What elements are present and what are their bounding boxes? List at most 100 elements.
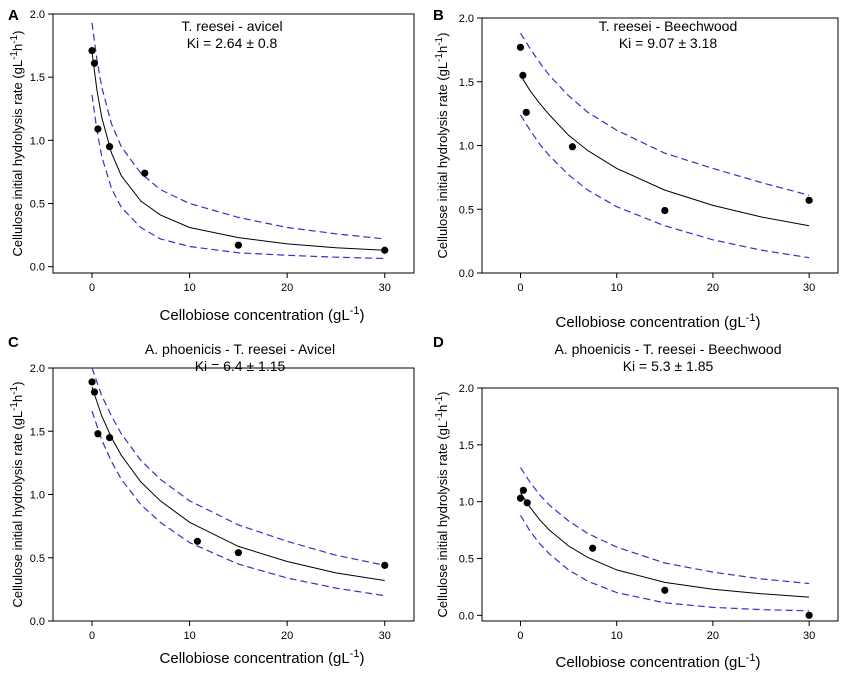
chart-panel-b: 0 10 20 30 0.0 0.5 1.0 1.5 2.0 B T. reesei - Beech… (433, 7, 839, 331)
ki-value: Ki = 5.3 ± 1.85 (623, 358, 714, 374)
x-axis-label-sup: -1 (350, 648, 360, 660)
x-tick-label: 20 (707, 630, 719, 642)
y-axis-label-sup: -1 (434, 36, 445, 45)
x-tick-label: 10 (183, 630, 195, 642)
y-tick-label: 0.0 (459, 610, 474, 622)
x-axis-label: Cellobiose concentration (gL-1) (160, 305, 365, 324)
x-axis-label-text: Cellobiose concentration (gL (160, 650, 350, 667)
data-point (90, 59, 99, 67)
data-point (516, 494, 525, 502)
x-axis-label-close: ) (755, 314, 760, 331)
y-axis-label-sup: -1 (434, 53, 445, 62)
panel-title: A. phoenicis - T. reesei - Beechwood (555, 341, 782, 357)
fit-curve (520, 75, 810, 227)
data-point (88, 378, 96, 386)
x-tick-label: 20 (281, 282, 293, 294)
upper-ci-curve (519, 32, 810, 196)
y-tick-label: 0.5 (459, 204, 474, 216)
data-point (381, 246, 389, 254)
x-tick-label: 30 (803, 630, 815, 642)
y-tick-label: 1.5 (30, 426, 45, 438)
y-tick-label: 1.0 (30, 490, 45, 502)
y-tick-label: 1.5 (459, 440, 474, 452)
x-tick-label: 0 (89, 630, 95, 642)
y-axis-label-close: ) (10, 382, 25, 386)
y-tick-label: 0.0 (30, 262, 45, 274)
data-point (661, 206, 669, 215)
x-axis-label-close: ) (359, 650, 364, 667)
data-point (234, 241, 242, 249)
x-axis-label: Cellobiose concentration (gL-1) (160, 648, 365, 667)
data-point (141, 169, 149, 177)
lower-ci-curve (91, 410, 385, 597)
y-axis-label-sup: -1 (9, 385, 20, 394)
x-tick-label: 10 (183, 282, 195, 294)
data-point (94, 430, 102, 438)
x-axis-label-close: ) (755, 654, 760, 671)
y-tick-label: 1.0 (30, 135, 45, 147)
data-point (88, 47, 96, 55)
y-axis-label-h: h (435, 46, 450, 53)
x-tick-label: 20 (281, 630, 293, 642)
y-axis-label-text: Cellulose initial hydrolysis rate (gL (435, 62, 450, 259)
y-axis-label-h: h (10, 44, 25, 51)
data-point (105, 433, 114, 442)
chart-panel-a: 0 10 20 30 0.0 0.5 1.0 1.5 2.0 A T. reesei - avice… (8, 7, 415, 324)
ki-value: Ki = 9.07 ± 3.18 (619, 35, 718, 51)
data-point (193, 537, 201, 545)
y-axis-label-text: Cellulose initial hydrolysis rate (gL (10, 60, 25, 257)
chart-panel-d: 0 10 20 30 0.0 0.5 1.0 1.5 2.0 D A. phoenicis - T.… (433, 334, 839, 671)
x-tick-label: 10 (611, 282, 623, 294)
y-axis-label-sup: -1 (9, 402, 20, 411)
y-axis-label-sup: -1 (434, 395, 445, 404)
y-tick-label: 2.0 (30, 9, 45, 21)
data-point (661, 586, 669, 594)
y-tick-label: 1.5 (459, 77, 474, 89)
y-tick-label: 2.0 (459, 383, 474, 395)
data-point (568, 143, 577, 151)
y-tick-label: 0.0 (459, 268, 474, 280)
y-axis-label-text: Cellulose initial hydrolysis rate (gL (435, 421, 450, 618)
data-point (589, 544, 597, 552)
x-axis-label-sup: -1 (746, 312, 756, 324)
y-tick-label: 1.0 (459, 497, 474, 509)
data-point (381, 561, 389, 569)
x-axis-label: Cellobiose concentration (gL-1) (556, 312, 761, 331)
y-axis-label: Cellulose initial hydrolysis rate (gL-1h… (434, 33, 451, 259)
data-point (805, 196, 813, 204)
x-tick-label: 20 (707, 282, 719, 294)
x-axis-label-sup: -1 (746, 652, 756, 664)
y-axis-label-text: Cellulose initial hydrolysis rate (gL (10, 411, 25, 608)
y-axis-label: Cellulose initial hydrolysis rate (gL-1h… (434, 392, 451, 618)
panel-label: C (8, 334, 19, 351)
y-axis-label-close: ) (10, 31, 25, 35)
x-axis-label-sup: -1 (350, 305, 360, 317)
y-axis-label: Cellulose initial hydrolysis rate (gL-1h… (9, 382, 26, 608)
y-axis-label-sup: -1 (9, 34, 20, 43)
y-tick-label: 2.0 (459, 13, 474, 25)
x-axis-label: Cellobiose concentration (gL-1) (556, 652, 761, 671)
data-point (234, 549, 242, 557)
data-point (519, 71, 527, 79)
plot-frame (481, 387, 839, 622)
panel-label: B (433, 7, 444, 24)
upper-ci-curve (519, 467, 810, 585)
panel-title: T. reesei - Beechwood (599, 18, 738, 34)
fit-curve (91, 386, 385, 581)
x-tick-label: 0 (517, 630, 523, 642)
panel-label: A (8, 7, 19, 24)
data-point (805, 611, 813, 619)
ki-value: Ki = 6.4 ± 1.15 (195, 358, 286, 374)
x-tick-label: 0 (517, 282, 523, 294)
y-tick-label: 1.0 (459, 141, 474, 153)
x-tick-label: 10 (611, 630, 623, 642)
x-axis-label-text: Cellobiose concentration (gL (160, 307, 350, 324)
panel-title: A. phoenicis - T. reesei - Avicel (145, 341, 335, 357)
upper-ci-curve (91, 22, 385, 240)
data-point (522, 108, 530, 116)
y-tick-label: 0.5 (30, 199, 45, 211)
data-point (105, 143, 114, 151)
data-point (90, 388, 99, 396)
fit-curve (91, 51, 385, 251)
